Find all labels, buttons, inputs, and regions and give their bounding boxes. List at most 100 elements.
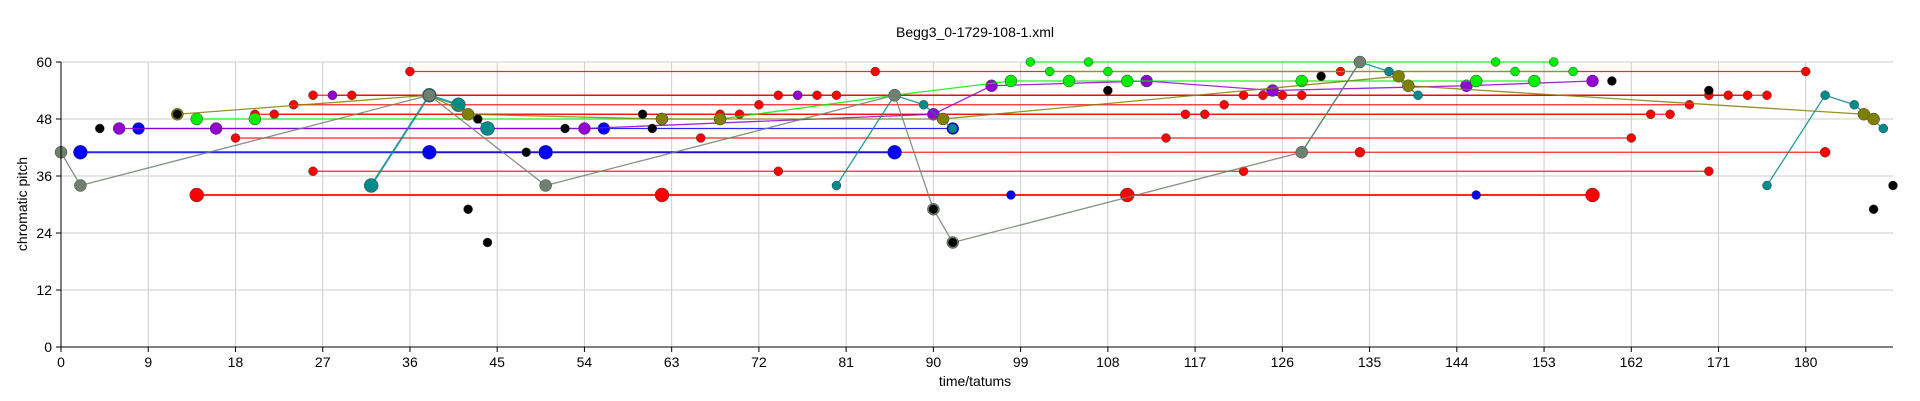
data-point [189, 187, 204, 203]
data-point [1801, 66, 1811, 77]
data-point [918, 100, 929, 110]
chart-title: Begg3_0-1729-108-1.xml [896, 24, 1054, 40]
data-point [695, 133, 706, 143]
data-point [1353, 55, 1367, 69]
data-point [423, 89, 436, 102]
data-point [1888, 180, 1898, 191]
data-point [422, 145, 437, 160]
data-point [812, 90, 822, 100]
data-point [1490, 57, 1501, 67]
y-tick-label: 24 [36, 225, 52, 241]
data-point [713, 112, 727, 126]
x-axis-title: time/tatums [939, 373, 1011, 389]
data-point [1626, 133, 1637, 143]
data-point [1586, 74, 1599, 88]
data-point [888, 89, 901, 102]
data-point [1868, 204, 1879, 214]
y-tick-label: 12 [36, 282, 52, 298]
data-point [327, 90, 338, 100]
x-tick-label: 18 [228, 354, 244, 370]
data-point [1219, 100, 1229, 110]
data-point [1528, 74, 1541, 88]
y-tick-label: 0 [44, 339, 52, 355]
data-point [948, 123, 958, 134]
data-point [637, 109, 648, 119]
data-point [887, 145, 902, 160]
x-tick-label: 54 [577, 354, 593, 370]
x-tick-label: 180 [1794, 354, 1818, 370]
data-point [1316, 71, 1326, 81]
data-point [792, 90, 803, 100]
series-line [196, 80, 1535, 120]
data-point [1510, 66, 1520, 77]
data-point [1392, 70, 1405, 83]
data-point [1004, 74, 1018, 88]
data-point [1704, 85, 1714, 96]
x-tick-label: 63 [664, 354, 680, 370]
data-point [112, 122, 126, 135]
data-point [473, 114, 483, 124]
data-point [363, 178, 379, 193]
data-point [1849, 100, 1859, 110]
data-point [1762, 180, 1772, 191]
data-point [209, 122, 223, 135]
data-point [172, 109, 183, 119]
data-point [754, 100, 764, 110]
data-point [1384, 66, 1394, 77]
x-tick-label: 27 [315, 354, 331, 370]
data-point [230, 133, 241, 143]
series-layer [54, 55, 1898, 249]
data-point [347, 90, 357, 100]
data-point [1200, 109, 1210, 119]
x-tick-label: 9 [144, 354, 152, 370]
data-point [1762, 90, 1772, 100]
data-point [1568, 66, 1578, 77]
data-point [248, 112, 262, 126]
data-point [1402, 79, 1415, 92]
x-tick-label: 135 [1358, 354, 1382, 370]
data-point [95, 123, 105, 134]
data-point [539, 179, 552, 192]
data-point [1607, 76, 1617, 86]
data-point [482, 237, 493, 248]
data-point [1062, 74, 1076, 88]
x-tick-label: 171 [1707, 354, 1731, 370]
x-tick-label: 0 [57, 354, 65, 370]
data-point [928, 204, 939, 214]
data-point [1103, 85, 1113, 96]
axes: 0 9 18 27 36 45 54 63 72 81 90 99 108 117 126 135 144 153… [36, 54, 1893, 370]
x-tick-label: 162 [1620, 354, 1644, 370]
data-point [521, 147, 532, 157]
data-point [831, 180, 842, 191]
data-point [73, 145, 88, 160]
data-point [1704, 166, 1714, 176]
x-tick-label: 45 [489, 354, 505, 370]
data-point [1161, 133, 1171, 143]
data-point [1044, 66, 1055, 77]
data-point [1103, 66, 1113, 77]
data-point [463, 204, 473, 214]
data-point [1585, 187, 1600, 203]
data-point [1083, 57, 1094, 67]
x-tick-label: 153 [1532, 354, 1556, 370]
data-point [308, 90, 318, 100]
data-point [1006, 190, 1016, 200]
x-tick-label: 36 [402, 354, 418, 370]
data-point [936, 112, 950, 126]
data-point [560, 123, 570, 134]
data-point [269, 109, 279, 119]
series-line [177, 75, 1874, 120]
x-tick-label: 126 [1271, 354, 1295, 370]
x-tick-label: 99 [1013, 354, 1029, 370]
data-point [1819, 147, 1831, 158]
data-point [1684, 100, 1695, 110]
x-tick-label: 90 [926, 354, 942, 370]
data-point [1867, 112, 1880, 126]
data-point [1120, 74, 1134, 88]
y-tick-label: 60 [36, 54, 52, 70]
data-point [1471, 190, 1481, 200]
data-point [74, 179, 87, 192]
data-point [1354, 147, 1366, 158]
data-point [1665, 109, 1675, 119]
